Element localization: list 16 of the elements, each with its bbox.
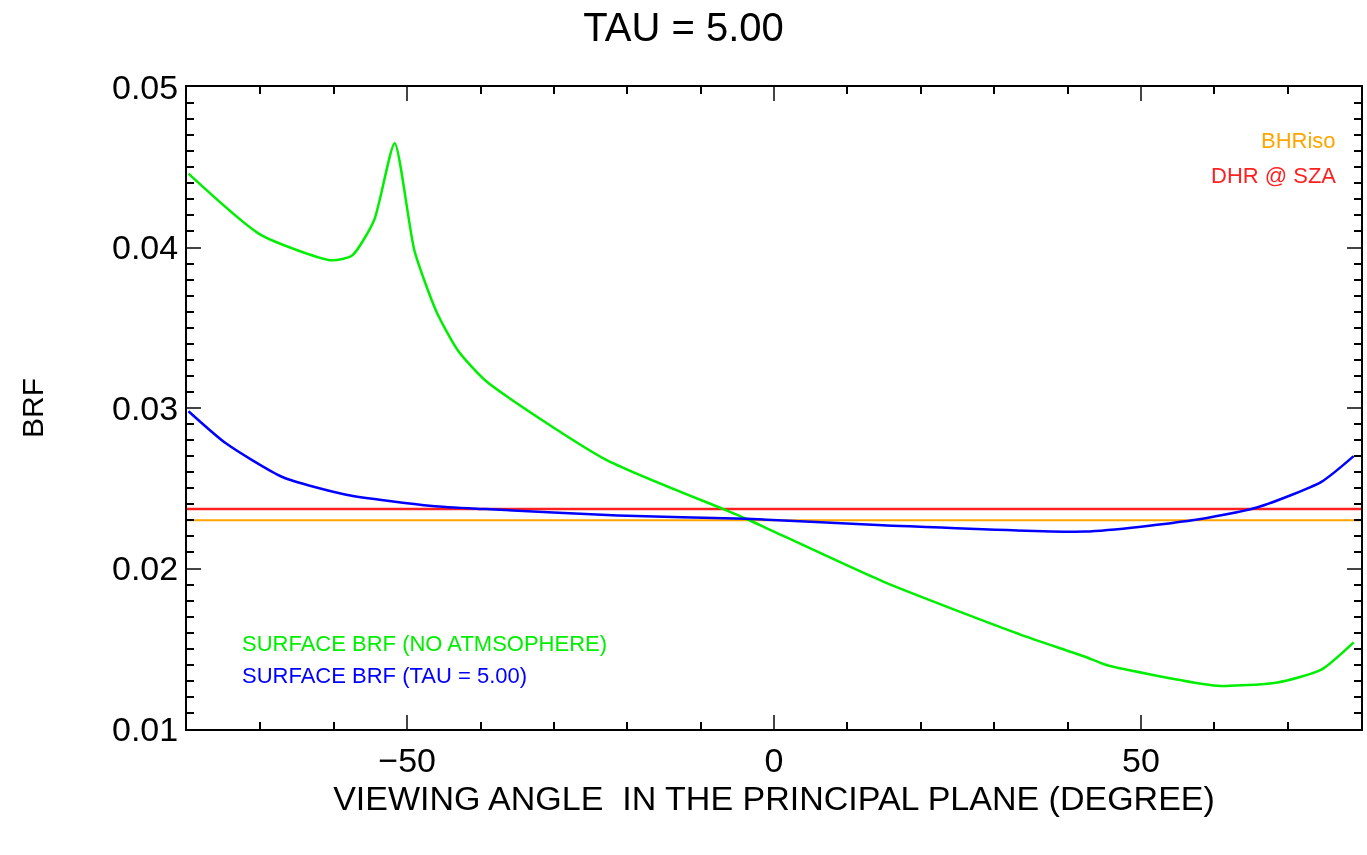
ref-line-label: BHRiso xyxy=(1261,128,1336,153)
x-tick-label: −50 xyxy=(378,740,436,779)
x-tick-label: 50 xyxy=(1121,740,1160,779)
x-tick-label: 0 xyxy=(764,740,784,779)
chart-title: TAU = 5.00 xyxy=(583,4,784,49)
y-tick-label: 0.05 xyxy=(112,67,179,106)
y-tick-label: 0.02 xyxy=(112,549,179,588)
x-axis-title: VIEWING ANGLE IN THE PRINCIPAL PLANE (DEGREE) xyxy=(333,778,1215,817)
y-tick-label: 0.04 xyxy=(112,228,179,267)
line-series xyxy=(187,409,1355,533)
y-tick-label: 0.03 xyxy=(112,388,179,427)
text: SURFACE BRF (TAU = 5.00) xyxy=(242,663,528,688)
text: SURFACE BRF (NO ATMSOPHERE) xyxy=(242,631,608,656)
y-axis-title: BRF xyxy=(15,378,49,438)
y-tick-label: 0.01 xyxy=(112,709,179,748)
ref-line-label: DHR @ SZA xyxy=(1211,163,1337,188)
